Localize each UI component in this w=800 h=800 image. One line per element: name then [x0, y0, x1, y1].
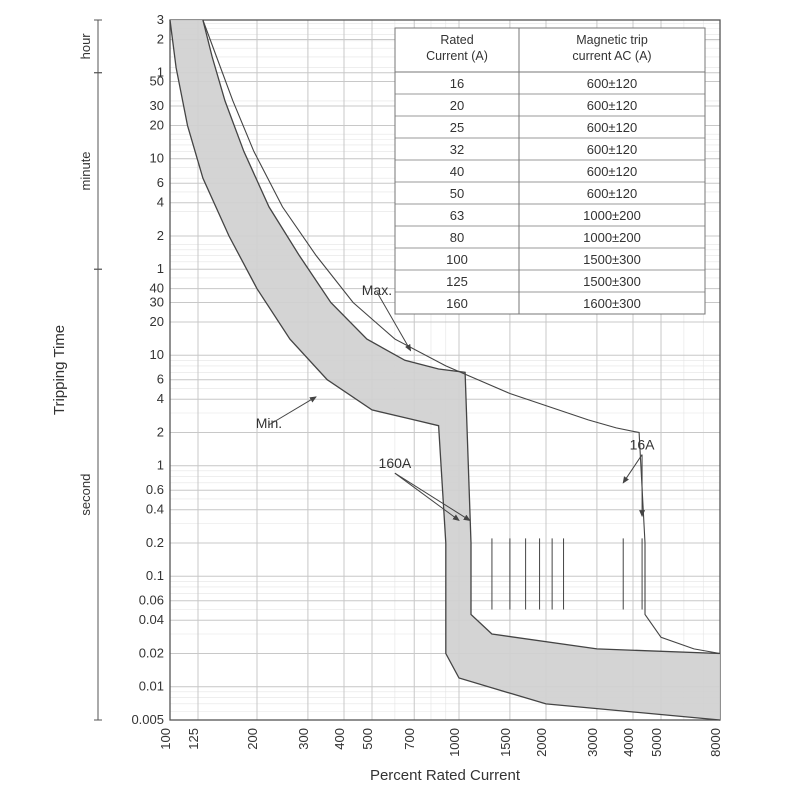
table-cell: 80 — [450, 230, 464, 245]
table-cell: 600±120 — [587, 120, 638, 135]
table-cell: 1500±300 — [583, 274, 641, 289]
y-tick-label: 0.4 — [146, 502, 164, 517]
y-tick-label: 30 — [150, 98, 164, 113]
x-tick-label: 400 — [332, 728, 347, 750]
table-cell: 600±120 — [587, 98, 638, 113]
y-tick-label: 20 — [150, 314, 164, 329]
y-tick-label: 0.1 — [146, 568, 164, 583]
annotation-label: 16A — [630, 437, 656, 453]
y-tick-label: 0.02 — [139, 645, 164, 660]
table-cell: 100 — [446, 252, 468, 267]
y-tick-label: 2 — [157, 31, 164, 46]
y-tick-label: 1 — [157, 65, 164, 80]
y-tick-label: 10 — [150, 151, 164, 166]
table-cell: 1500±300 — [583, 252, 641, 267]
x-tick-label: 300 — [296, 728, 311, 750]
y-tick-label: 0.6 — [146, 482, 164, 497]
table-cell: 63 — [450, 208, 464, 223]
table-cell: 25 — [450, 120, 464, 135]
y-segment-label: second — [78, 474, 93, 516]
y-tick-label: 30 — [150, 294, 164, 309]
y-tick-label: 2 — [157, 424, 164, 439]
table-cell: 20 — [450, 98, 464, 113]
annotation-label: Min. — [256, 415, 282, 431]
table-cell: 600±120 — [587, 76, 638, 91]
y-tick-label: 1 — [157, 261, 164, 276]
y-tick-label: 0.06 — [139, 593, 164, 608]
y-tick-label: 1 — [157, 458, 164, 473]
annotation-label: Max. — [362, 282, 392, 298]
x-axis-label: Percent Rated Current — [370, 767, 521, 784]
table-cell: 160 — [446, 296, 468, 311]
table-cell: 1600±300 — [583, 296, 641, 311]
annotation-label: 160A — [379, 455, 412, 471]
table-cell: 1000±200 — [583, 208, 641, 223]
x-tick-label: 4000 — [621, 728, 636, 757]
y-tick-label: 40 — [150, 281, 164, 296]
table-cell: 600±120 — [587, 186, 638, 201]
y-tick-label: 4 — [157, 195, 164, 210]
x-tick-label: 8000 — [708, 728, 723, 757]
y-tick-label: 0.04 — [139, 612, 164, 627]
table-cell: 600±120 — [587, 164, 638, 179]
table-cell: 1000±200 — [583, 230, 641, 245]
y-segment-label: hour — [78, 33, 93, 60]
y-tick-label: 0.2 — [146, 535, 164, 550]
tripping-curve-chart: Min.Max.160A16A1001252003004005007001000… — [0, 0, 800, 800]
y-tick-label: 2 — [157, 228, 164, 243]
table-cell: 16 — [450, 76, 464, 91]
y-tick-label: 6 — [157, 175, 164, 190]
x-tick-label: 100 — [158, 728, 173, 750]
x-tick-label: 3000 — [585, 728, 600, 757]
y-tick-label: 3 — [157, 12, 164, 27]
x-tick-label: 5000 — [649, 728, 664, 757]
x-tick-label: 700 — [402, 728, 417, 750]
y-axis-label: Tripping Time — [51, 325, 68, 415]
x-tick-label: 125 — [186, 728, 201, 750]
table-cell: 600±120 — [587, 142, 638, 157]
table-cell: 40 — [450, 164, 464, 179]
y-segment-label: minute — [78, 151, 93, 190]
x-tick-label: 2000 — [534, 728, 549, 757]
table-header: Rated — [440, 33, 473, 47]
table-cell: 32 — [450, 142, 464, 157]
trip-table — [395, 28, 705, 314]
table-header: Magnetic trip — [576, 33, 648, 47]
table-header: Current (A) — [426, 49, 488, 63]
y-tick-label: 10 — [150, 347, 164, 362]
y-tick-label: 0.005 — [131, 712, 164, 727]
y-tick-label: 4 — [157, 391, 164, 406]
x-tick-label: 1000 — [447, 728, 462, 757]
y-tick-label: 0.01 — [139, 679, 164, 694]
x-tick-label: 500 — [360, 728, 375, 750]
y-tick-label: 6 — [157, 372, 164, 387]
table-header: current AC (A) — [572, 49, 651, 63]
table-cell: 50 — [450, 186, 464, 201]
table-cell: 125 — [446, 274, 468, 289]
y-tick-label: 20 — [150, 117, 164, 132]
x-tick-label: 1500 — [498, 728, 513, 757]
x-tick-label: 200 — [245, 728, 260, 750]
